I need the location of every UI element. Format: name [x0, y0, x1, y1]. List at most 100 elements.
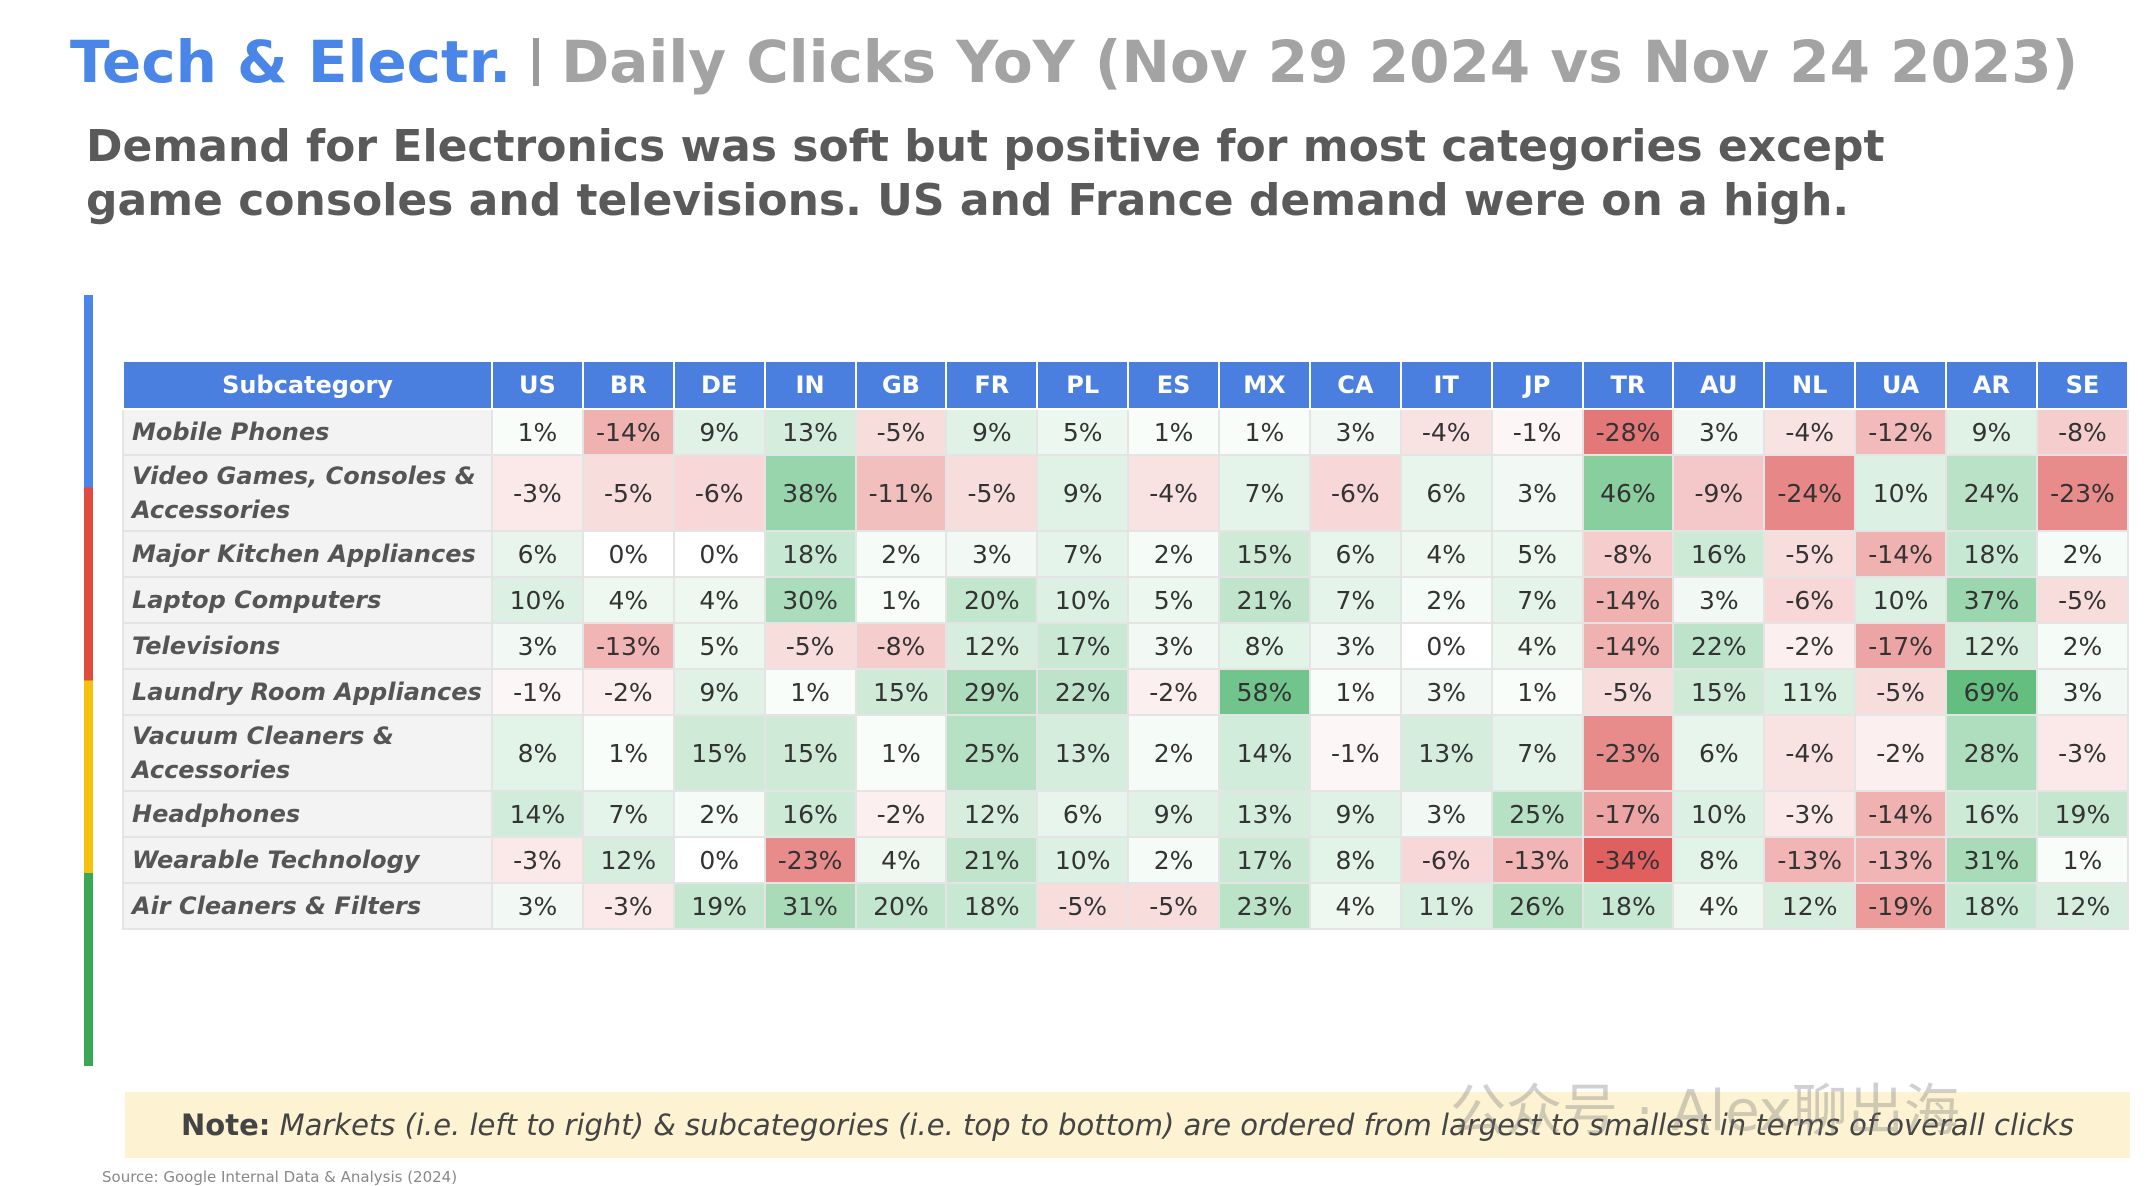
column-header: ES [1127, 360, 1220, 410]
cell: 0% [672, 530, 766, 578]
cell: -4% [1763, 714, 1857, 792]
column-header: NL [1763, 360, 1857, 410]
cell: 7% [1036, 530, 1130, 578]
cell: 12% [945, 790, 1039, 838]
cell: 2% [854, 530, 948, 578]
cell: -2% [581, 668, 675, 716]
cell: -19% [1854, 882, 1947, 930]
cell: 8% [1308, 836, 1402, 884]
cell: 5% [1127, 576, 1220, 624]
cell: 1% [763, 668, 857, 716]
cell: -6% [1308, 454, 1402, 532]
cell: -2% [1763, 622, 1857, 670]
cell: -1% [1490, 408, 1584, 456]
cell: -2% [1127, 668, 1220, 716]
cell: 7% [1218, 454, 1311, 532]
cell: 15% [763, 714, 857, 792]
column-header: PL [1036, 360, 1130, 410]
cell: -3% [581, 882, 675, 930]
cell: -8% [854, 622, 948, 670]
table-row: Laundry Room Appliances -1% -2% 9% 1% 15% 29% 2… [122, 668, 2130, 716]
cell: -14% [1854, 790, 1947, 838]
heatmap-table: Subcategory US BR DE IN GB FR PL ES MX CA IT JP TR AU N… [122, 360, 2130, 930]
cell: 15% [672, 714, 766, 792]
column-header: DE [672, 360, 766, 410]
cell: 13% [1036, 714, 1130, 792]
cell: 17% [1036, 622, 1130, 670]
column-header: AU [1672, 360, 1766, 410]
source: Source: Google Internal Data & Analysis … [102, 1168, 458, 1186]
row-label: Laptop Computers [122, 576, 493, 624]
cell: 12% [1763, 882, 1857, 930]
cell: 1% [2035, 836, 2130, 884]
cell: 0% [1399, 622, 1493, 670]
cell: 9% [1308, 790, 1402, 838]
cell: -17% [1581, 790, 1675, 838]
cell: 2% [2035, 622, 2130, 670]
cell: 3% [1399, 668, 1493, 716]
cell: -5% [1127, 882, 1220, 930]
row-label: Video Games, Consoles & Accessories [122, 454, 493, 532]
cell: 4% [1490, 622, 1584, 670]
cell: 7% [1490, 714, 1584, 792]
cell: 37% [1945, 576, 2038, 624]
cell: 18% [1581, 882, 1675, 930]
cell: -3% [1763, 790, 1857, 838]
cell: 1% [1308, 668, 1402, 716]
cell: 14% [1218, 714, 1311, 792]
cell: -11% [854, 454, 948, 532]
cell: 3% [1672, 408, 1766, 456]
subtitle: Demand for Electronics was soft but posi… [86, 121, 1885, 226]
cell: 4% [1672, 882, 1766, 930]
table-body: Mobile Phones 1% -14% 9% 13% -5% 9% 5% 1% 1% 3% -4%… [122, 408, 2130, 930]
cell: 10% [1854, 454, 1947, 532]
table-row: Vacuum Cleaners & Accessories 8% 1% 15% 15% 1… [122, 714, 2130, 792]
cell: 7% [1308, 576, 1402, 624]
cell: 3% [1308, 622, 1402, 670]
cell: 10% [491, 576, 584, 624]
cell: 12% [2035, 882, 2130, 930]
cell: 31% [1945, 836, 2038, 884]
column-header: BR [581, 360, 675, 410]
table-row: Televisions 3% -13% 5% -5% -8% 12% 17% 3% 8% 3% 0% 4… [122, 622, 2130, 670]
table-row: Headphones 14% 7% 2% 16% -2% 12% 6% 9% 13% 9% 3% 25%… [122, 790, 2130, 838]
cell: 1% [1490, 668, 1584, 716]
cell: 9% [672, 408, 766, 456]
cell: 10% [1672, 790, 1766, 838]
cell: 16% [1945, 790, 2038, 838]
table-row: Video Games, Consoles & Accessories -3% -5… [122, 454, 2130, 532]
cell: -4% [1763, 408, 1857, 456]
cell: 4% [1399, 530, 1493, 578]
note-label: Note: [181, 1108, 271, 1142]
cell: 20% [854, 882, 948, 930]
cell: 19% [2035, 790, 2130, 838]
cell: 28% [1945, 714, 2038, 792]
cell: 7% [581, 790, 675, 838]
cell: -5% [1763, 530, 1857, 578]
cell: 11% [1399, 882, 1493, 930]
cell: -5% [854, 408, 948, 456]
cell: 16% [1672, 530, 1766, 578]
table-row: Wearable Technology -3% 12% 0% -23% 4% 21% 10% 2… [122, 836, 2130, 884]
cell: 9% [1127, 790, 1220, 838]
cell: -3% [491, 454, 584, 532]
cell: 4% [1308, 882, 1402, 930]
cell: -34% [1581, 836, 1675, 884]
cell: -5% [1854, 668, 1947, 716]
note: Note: Markets (i.e. left to right) & sub… [125, 1092, 2130, 1158]
cell: 25% [1490, 790, 1584, 838]
cell: 25% [945, 714, 1039, 792]
title: Tech & Electr. Daily Clicks YoY (Nov 29 2… [70, 28, 2078, 96]
cell: 3% [945, 530, 1039, 578]
cell: -24% [1763, 454, 1857, 532]
cell: 18% [1945, 882, 2038, 930]
title-accent: Tech & Electr. [70, 28, 512, 96]
column-header: CA [1308, 360, 1402, 410]
column-header: GB [854, 360, 948, 410]
cell: 14% [491, 790, 584, 838]
cell: 12% [1945, 622, 2038, 670]
cell: 15% [854, 668, 948, 716]
cell: 10% [1036, 836, 1130, 884]
cell: 22% [1672, 622, 1766, 670]
cell: -13% [1763, 836, 1857, 884]
